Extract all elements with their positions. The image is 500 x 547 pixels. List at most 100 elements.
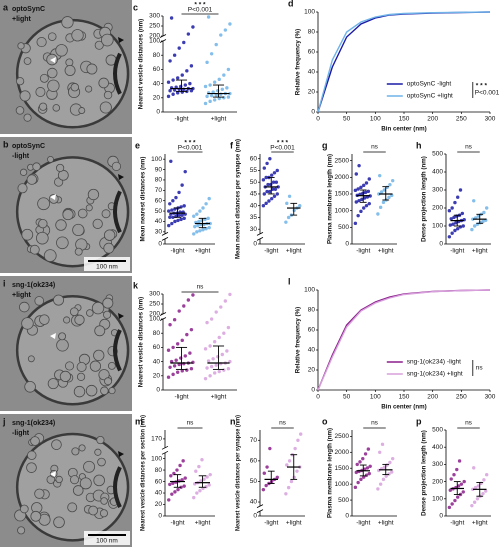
data-point [285, 201, 289, 206]
vesicle [30, 510, 42, 522]
y-tick-label: 20 [308, 89, 316, 96]
p-value: P<0.001 [178, 145, 203, 152]
data-point [366, 189, 371, 194]
data-point [206, 216, 210, 221]
data-point [171, 215, 175, 219]
data-point [198, 209, 202, 213]
data-point [182, 40, 186, 45]
em-image: a optoSynC +light [0, 0, 132, 134]
data-point [183, 83, 188, 87]
y-tick-label: 400 [432, 169, 443, 176]
y-tick-label: 100 [432, 223, 443, 230]
data-point [361, 456, 365, 461]
vesicle [67, 502, 78, 513]
vesicle [53, 294, 65, 306]
data-point [378, 173, 382, 178]
data-point [272, 171, 277, 175]
data-point [170, 208, 174, 212]
y-tick-label: 0 [158, 241, 162, 248]
data-point [223, 299, 228, 303]
data-point [170, 492, 174, 496]
panel-letter: g [322, 140, 328, 150]
panel-letter: h [416, 140, 422, 150]
data-point [226, 95, 231, 99]
data-point [287, 459, 292, 463]
y-tick-label: 40 [153, 80, 161, 87]
data-point [390, 456, 395, 461]
data-point [168, 202, 172, 206]
data-point [268, 189, 272, 194]
data-point [209, 93, 214, 98]
x-tick-label: -light [170, 520, 184, 527]
axis-break [161, 450, 169, 455]
data-point [484, 206, 489, 210]
vesicle [70, 83, 80, 92]
y-tick-label: 200 [149, 33, 160, 40]
vesicle [74, 247, 83, 256]
data-point [203, 101, 208, 106]
data-point [169, 159, 173, 163]
data-point [275, 475, 279, 480]
data-point [182, 216, 186, 221]
axis-break [256, 509, 264, 513]
dense-projection [113, 466, 122, 508]
y-tick-label: 100 [151, 455, 162, 462]
y-tick-label: 45 [250, 191, 258, 198]
arrowhead [118, 313, 124, 319]
data-point [268, 157, 272, 161]
y-tick-label: 300 [149, 13, 160, 20]
data-point [214, 310, 218, 314]
data-point [451, 222, 455, 226]
data-point [272, 194, 277, 198]
data-point [362, 196, 367, 200]
panel-letter: a [3, 2, 9, 12]
data-point [286, 485, 291, 490]
series-line [317, 289, 491, 391]
y-tick-label: 80 [155, 177, 163, 184]
data-point [379, 190, 384, 194]
data-point [189, 64, 194, 68]
vesicle [91, 301, 105, 315]
x-tick-label: -light [264, 520, 278, 527]
data-point [176, 487, 180, 492]
image-condition: -light [12, 430, 30, 437]
legend-label: sng-1(ok234) -light [407, 359, 461, 366]
data-point [457, 459, 462, 463]
x-tick-label: +light [286, 248, 302, 255]
arrowhead [118, 37, 124, 43]
data-point [270, 479, 274, 484]
data-point [359, 477, 363, 482]
legend-label: sng-1(ok234) +light [407, 371, 463, 378]
data-point [185, 69, 189, 73]
data-point [222, 96, 226, 100]
data-point [177, 213, 181, 217]
y-tick-label: 1500 [335, 465, 350, 472]
data-point [180, 183, 184, 187]
data-point [173, 490, 177, 494]
data-point [180, 478, 184, 482]
x-tick-label: 0 [316, 116, 320, 123]
data-point [219, 33, 223, 37]
vesicle [52, 104, 61, 112]
data-point [355, 462, 359, 467]
data-point [362, 206, 366, 210]
data-point [456, 484, 461, 488]
y-tick-label: 500 [338, 224, 349, 231]
em-image: j sng-1(ok234) -light 100 nm [0, 414, 132, 547]
arrowhead [50, 57, 56, 63]
data-point [289, 479, 294, 484]
vesicle [103, 90, 113, 100]
data-point [359, 209, 363, 214]
y-tick-label: 2500 [335, 433, 350, 440]
y-tick-label: 40 [155, 218, 163, 225]
data-point [460, 211, 465, 216]
data-point [174, 195, 178, 200]
y-axis-label: Dense projection length (nm) [421, 156, 428, 242]
data-point [384, 474, 388, 478]
arrowhead [50, 333, 56, 339]
data-point [214, 42, 218, 47]
data-point [476, 484, 481, 488]
data-point [225, 86, 229, 90]
vesicle [35, 231, 49, 245]
data-point [360, 197, 364, 202]
